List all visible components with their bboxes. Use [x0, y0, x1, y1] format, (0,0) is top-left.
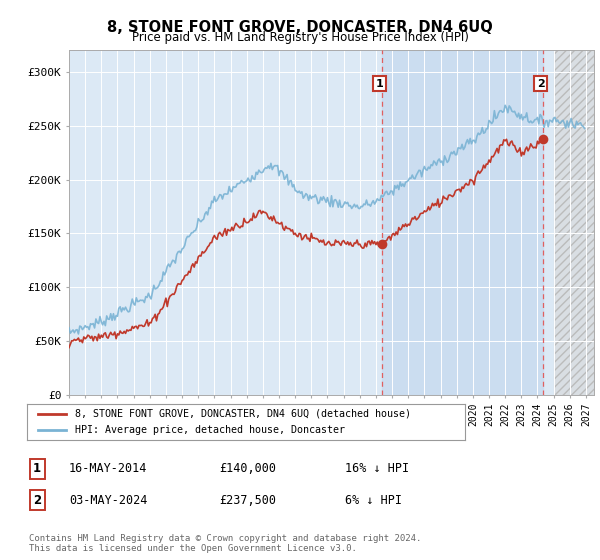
Bar: [382, 50, 543, 395]
Text: Contains HM Land Registry data © Crown copyright and database right 2024.
This d: Contains HM Land Registry data © Crown c…: [29, 534, 421, 553]
Text: 2: 2: [536, 79, 544, 89]
Text: 1: 1: [376, 79, 383, 89]
Text: HPI: Average price, detached house, Doncaster: HPI: Average price, detached house, Donc…: [75, 425, 345, 435]
Text: 2: 2: [33, 493, 41, 507]
Bar: [554, 50, 594, 395]
Text: 16% ↓ HPI: 16% ↓ HPI: [345, 462, 409, 475]
Text: 1: 1: [33, 462, 41, 475]
Text: £140,000: £140,000: [219, 462, 276, 475]
Text: 8, STONE FONT GROVE, DONCASTER, DN4 6UQ (detached house): 8, STONE FONT GROVE, DONCASTER, DN4 6UQ …: [75, 409, 411, 419]
Text: 16-MAY-2014: 16-MAY-2014: [69, 462, 148, 475]
Text: Price paid vs. HM Land Registry's House Price Index (HPI): Price paid vs. HM Land Registry's House …: [131, 31, 469, 44]
Bar: [554, 50, 594, 395]
Text: 6% ↓ HPI: 6% ↓ HPI: [345, 493, 402, 507]
Text: 8, STONE FONT GROVE, DONCASTER, DN4 6UQ: 8, STONE FONT GROVE, DONCASTER, DN4 6UQ: [107, 20, 493, 35]
Text: 03-MAY-2024: 03-MAY-2024: [69, 493, 148, 507]
Text: £237,500: £237,500: [219, 493, 276, 507]
